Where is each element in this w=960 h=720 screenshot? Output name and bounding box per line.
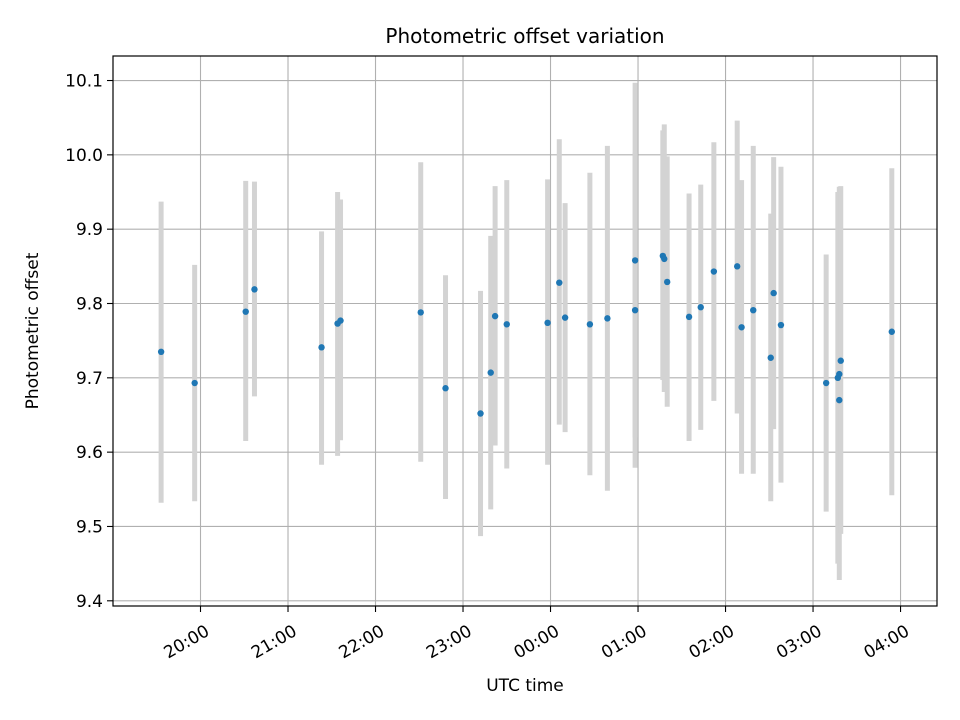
y-tick-label: 9.4 [76,592,103,612]
data-point [477,410,484,417]
data-point [337,317,344,324]
y-tick-label: 9.8 [76,295,103,315]
y-tick-label: 9.6 [76,443,103,463]
data-point [661,255,668,263]
y-tick-label: 10.1 [65,72,103,92]
y-axis-label: Photometric offset [23,252,43,409]
data-point [191,379,198,387]
data-point [157,348,165,356]
data-point [631,257,639,264]
data-points [157,252,895,417]
plot-frame [112,55,938,607]
data-point [631,306,639,314]
grid [113,56,937,606]
data-point [710,268,718,275]
data-point [556,279,563,286]
data-point [738,324,745,331]
data-point [685,313,693,321]
data-point [770,289,777,297]
data-point [750,306,757,314]
y-axis: 9.4 9.5 9.6 9.7 9.8 9.9 10.0 10.1 [65,72,113,612]
data-point [503,321,510,328]
data-point [318,344,325,351]
data-point [242,308,249,315]
x-axis-label: UTC time [486,676,564,696]
data-point [487,369,494,376]
data-point [697,304,704,311]
data-point [822,379,830,387]
y-tick-label: 9.9 [76,220,103,240]
data-point [561,314,569,321]
data-point [544,319,551,327]
chart-title: Photometric offset variation [385,24,664,48]
y-tick-label: 9.7 [76,369,103,389]
data-point [491,312,499,320]
data-point [836,370,843,378]
data-point [767,354,774,361]
y-tick-label: 9.5 [76,517,103,537]
data-point [442,385,449,392]
data-point [837,357,844,364]
data-point [663,278,671,286]
data-point [251,286,258,293]
data-point [586,321,594,328]
data-point [888,328,895,335]
data-point [777,321,785,329]
data-point [733,263,741,270]
y-tick-label: 10.0 [65,146,103,166]
data-point [836,396,843,404]
data-point [417,309,424,316]
data-point [604,315,611,322]
